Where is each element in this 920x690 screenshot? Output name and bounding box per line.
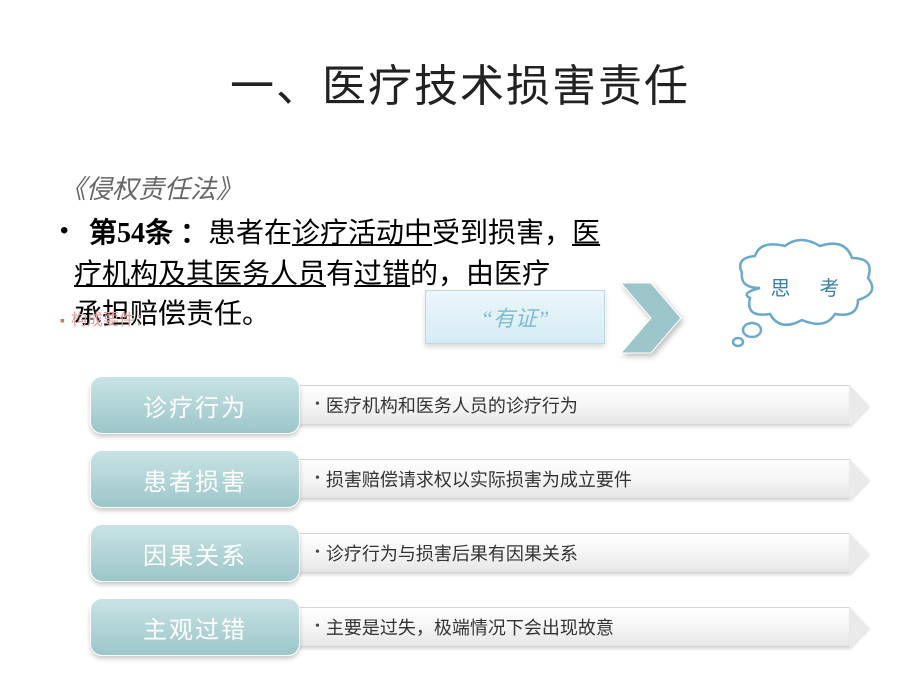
pill-desc: •损害赔偿请求权以实际损害为成立要件 (296, 459, 850, 499)
components-diagram: 诊疗行为 •医疗机构和医务人员的诊疗行为 患者损害 •损害赔偿请求权以实际损害为… (90, 375, 850, 671)
diagram-row: 患者损害 •损害赔偿请求权以实际损害为成立要件 (90, 449, 850, 509)
evidence-box: “有证” (425, 290, 605, 344)
slide-title: 一、医疗技术损害责任 (50, 50, 870, 114)
bullet-dot: • (60, 214, 82, 249)
diagram-row: 诊疗行为 •医疗机构和医务人员的诊疗行为 (90, 375, 850, 435)
evidence-label: “有证” (481, 301, 549, 333)
thought-cloud: 思 考 (730, 238, 880, 348)
components-label: 构成要件： (60, 306, 151, 330)
pill-label: 诊疗行为 (90, 376, 300, 434)
law-subtitle: 《侵权责任法》 (60, 169, 870, 206)
pill-desc: •主要是过失，极端情况下会出现故意 (296, 607, 850, 647)
cloud-label: 思 考 (730, 272, 880, 301)
article-prefix: 第54条 ： (89, 218, 208, 249)
pill-desc: •医疗机构和医务人员的诊疗行为 (296, 385, 850, 425)
pill-desc: •诊疗行为与损害后果有因果关系 (296, 533, 850, 573)
chevron-right-icon (616, 278, 686, 358)
pill-label: 患者损害 (90, 450, 300, 508)
diagram-row: 因果关系 •诊疗行为与损害后果有因果关系 (90, 523, 850, 583)
slide: 一、医疗技术损害责任 《侵权责任法》 • 第54条 ：患者在诊疗活动中受到损害，… (0, 0, 920, 690)
pill-label: 主观过错 (90, 598, 300, 656)
diagram-row: 主观过错 •主要是过失，极端情况下会出现故意 (90, 597, 850, 657)
pill-label: 因果关系 (90, 524, 300, 582)
